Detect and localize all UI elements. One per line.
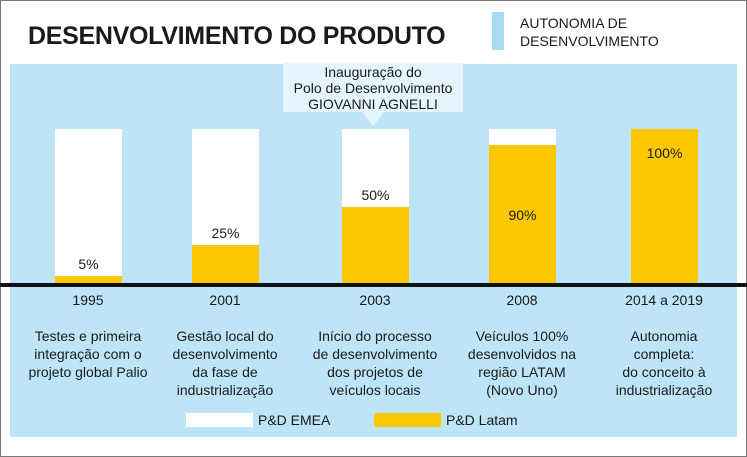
bar-value-label: 25% (211, 225, 240, 242)
bar-latam (192, 245, 259, 284)
year-label: 1995 (72, 292, 104, 308)
year-label: 2008 (506, 292, 538, 308)
description-line: dos projetos de (327, 364, 423, 380)
autonomy-legend-label: AUTONOMIA DE DESENVOLVIMENTO (520, 14, 659, 50)
bar-value-label: 100% (646, 145, 683, 161)
callout-pointer (362, 112, 384, 126)
bar-latam (631, 129, 698, 284)
description-line: Veículos 100% (475, 328, 569, 344)
timeline-axis (0, 283, 747, 287)
description-line: do conceito à (622, 364, 706, 380)
chart-title: DESENVOLVIMENTO DO PRODUTO (28, 22, 446, 50)
legend-swatch-latam (374, 413, 441, 427)
description-line: completa: (633, 346, 695, 362)
description-line: projeto global Palio (28, 364, 148, 380)
description-line: integração com o (34, 346, 142, 362)
callout-line3: GIOVANNI AGNELLI (308, 96, 438, 112)
milestone-description: Testes e primeira integração com o projeto… (18, 327, 158, 381)
callout-line1: Inauguração do (324, 64, 422, 80)
milestone-description: Autonomia completa: do conceito à industria… (594, 327, 734, 399)
description-line: veículos locais (329, 382, 421, 398)
description-line: de desenvolvimento (312, 346, 438, 362)
description-line: industrialização (176, 382, 274, 398)
bar-latam (55, 276, 122, 284)
bar-emea (489, 129, 556, 284)
autonomy-line2: DESENVOLVIMENTO (520, 33, 659, 49)
description-line: da fase de (192, 364, 258, 380)
description-line: (Novo Uno) (486, 382, 558, 398)
callout-box: Inauguração do Polo de Desenvolvimento G… (283, 63, 463, 112)
bar-emea (192, 129, 259, 284)
milestone-description: Início do processo de desenvolvimento dos … (305, 327, 445, 399)
bar-value-label: 5% (78, 256, 99, 273)
callout-line2: Polo de Desenvolvimento (293, 80, 453, 96)
legend-swatch-emea (186, 413, 253, 427)
bar-emea (631, 129, 698, 284)
description-line: Gestão local do (176, 328, 274, 344)
description-line: desenvolvimento (172, 346, 278, 362)
autonomy-line1: AUTONOMIA DE (520, 15, 628, 31)
bar-latam (342, 206, 409, 284)
bar-emea (55, 129, 122, 284)
description-line: industrialização (615, 382, 713, 398)
description-line: Testes e primeira (34, 328, 142, 344)
description-line: Autonomia (630, 328, 698, 344)
legend-label-emea: P&D EMEA (258, 412, 331, 428)
bar-latam (489, 144, 556, 284)
bar-value-label: 90% (508, 206, 537, 223)
year-label: 2001 (209, 292, 241, 308)
description-line: desenvolvidos na (467, 346, 577, 362)
milestone-description: Veículos 100% desenvolvidos na região LATA… (452, 327, 592, 399)
legend-label-latam: P&D Latam (446, 412, 518, 428)
bar-value-label: 50% (361, 186, 390, 203)
autonomy-legend-swatch (492, 12, 504, 50)
year-label: 2014 a 2019 (625, 292, 703, 308)
bar-emea (342, 129, 409, 284)
milestone-description: Gestão local do desenvolvimento da fase de… (155, 327, 295, 399)
description-line: Início do processo (318, 328, 432, 344)
year-label: 2003 (359, 292, 391, 308)
description-line: região LATAM (478, 364, 566, 380)
